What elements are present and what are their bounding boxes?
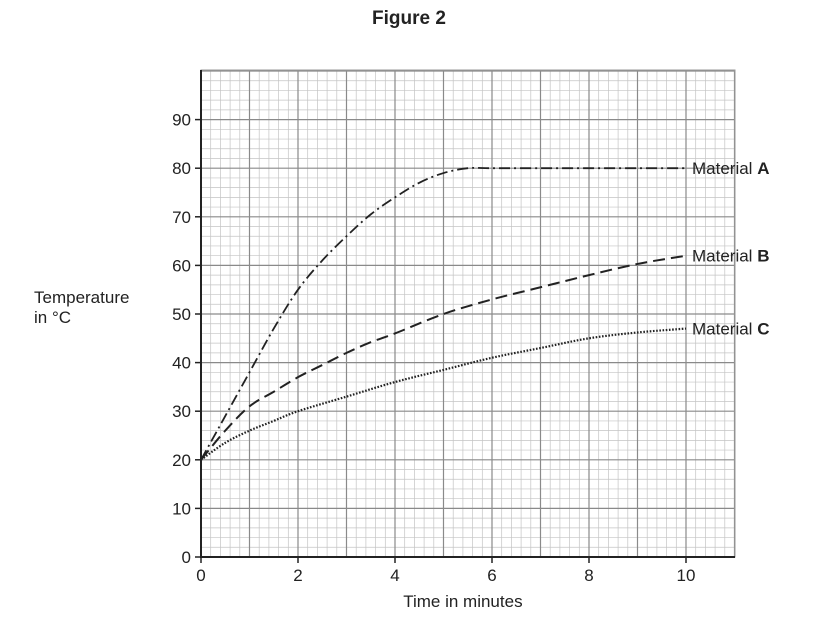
y-tick-label: 60 <box>172 256 191 275</box>
x-tick-label: 0 <box>196 566 205 585</box>
y-tick-label: 20 <box>172 451 191 470</box>
series-label-prefix: Material <box>692 159 757 178</box>
y-axis-label-line-2: in °C <box>34 308 72 327</box>
x-tick-label: 6 <box>487 566 496 585</box>
series-label-letter: C <box>757 320 769 339</box>
tick-labels: 0 10 20 30 40 50 60 70 80 90 0 2 4 6 8 10 <box>172 111 695 585</box>
series-label-letter: B <box>757 247 769 266</box>
y-tick-label: 50 <box>172 305 191 324</box>
series-label-c: Material C <box>692 320 769 339</box>
y-tick-label: 30 <box>172 402 191 421</box>
series-label-prefix: Material <box>692 320 757 339</box>
x-tick-label: 10 <box>677 566 696 585</box>
x-tick-label: 4 <box>390 566 399 585</box>
major-grid <box>201 70 736 557</box>
figure-title: Figure 2 <box>372 8 446 29</box>
series-label-prefix: Material <box>692 247 757 266</box>
x-tick-label: 2 <box>293 566 302 585</box>
y-tick-label: 0 <box>182 548 191 567</box>
y-tick-label: 10 <box>172 499 191 518</box>
series-label-a: Material A <box>692 159 769 178</box>
series-line-b <box>200 254 687 461</box>
y-tick-label: 70 <box>172 208 191 227</box>
y-tick-label: 40 <box>172 354 191 373</box>
y-axis-label: Temperature in °C <box>34 288 129 328</box>
series-line-a <box>200 166 686 461</box>
y-tick-label: 80 <box>172 159 191 178</box>
x-tick-label: 8 <box>584 566 593 585</box>
y-axis-label-line-1: Temperature <box>34 288 130 307</box>
series-label-b: Material B <box>692 247 769 266</box>
series-lines <box>200 166 687 461</box>
x-axis-label: Time in minutes <box>403 592 522 611</box>
y-tick-label: 90 <box>172 111 191 130</box>
series-label-letter: A <box>757 159 769 178</box>
